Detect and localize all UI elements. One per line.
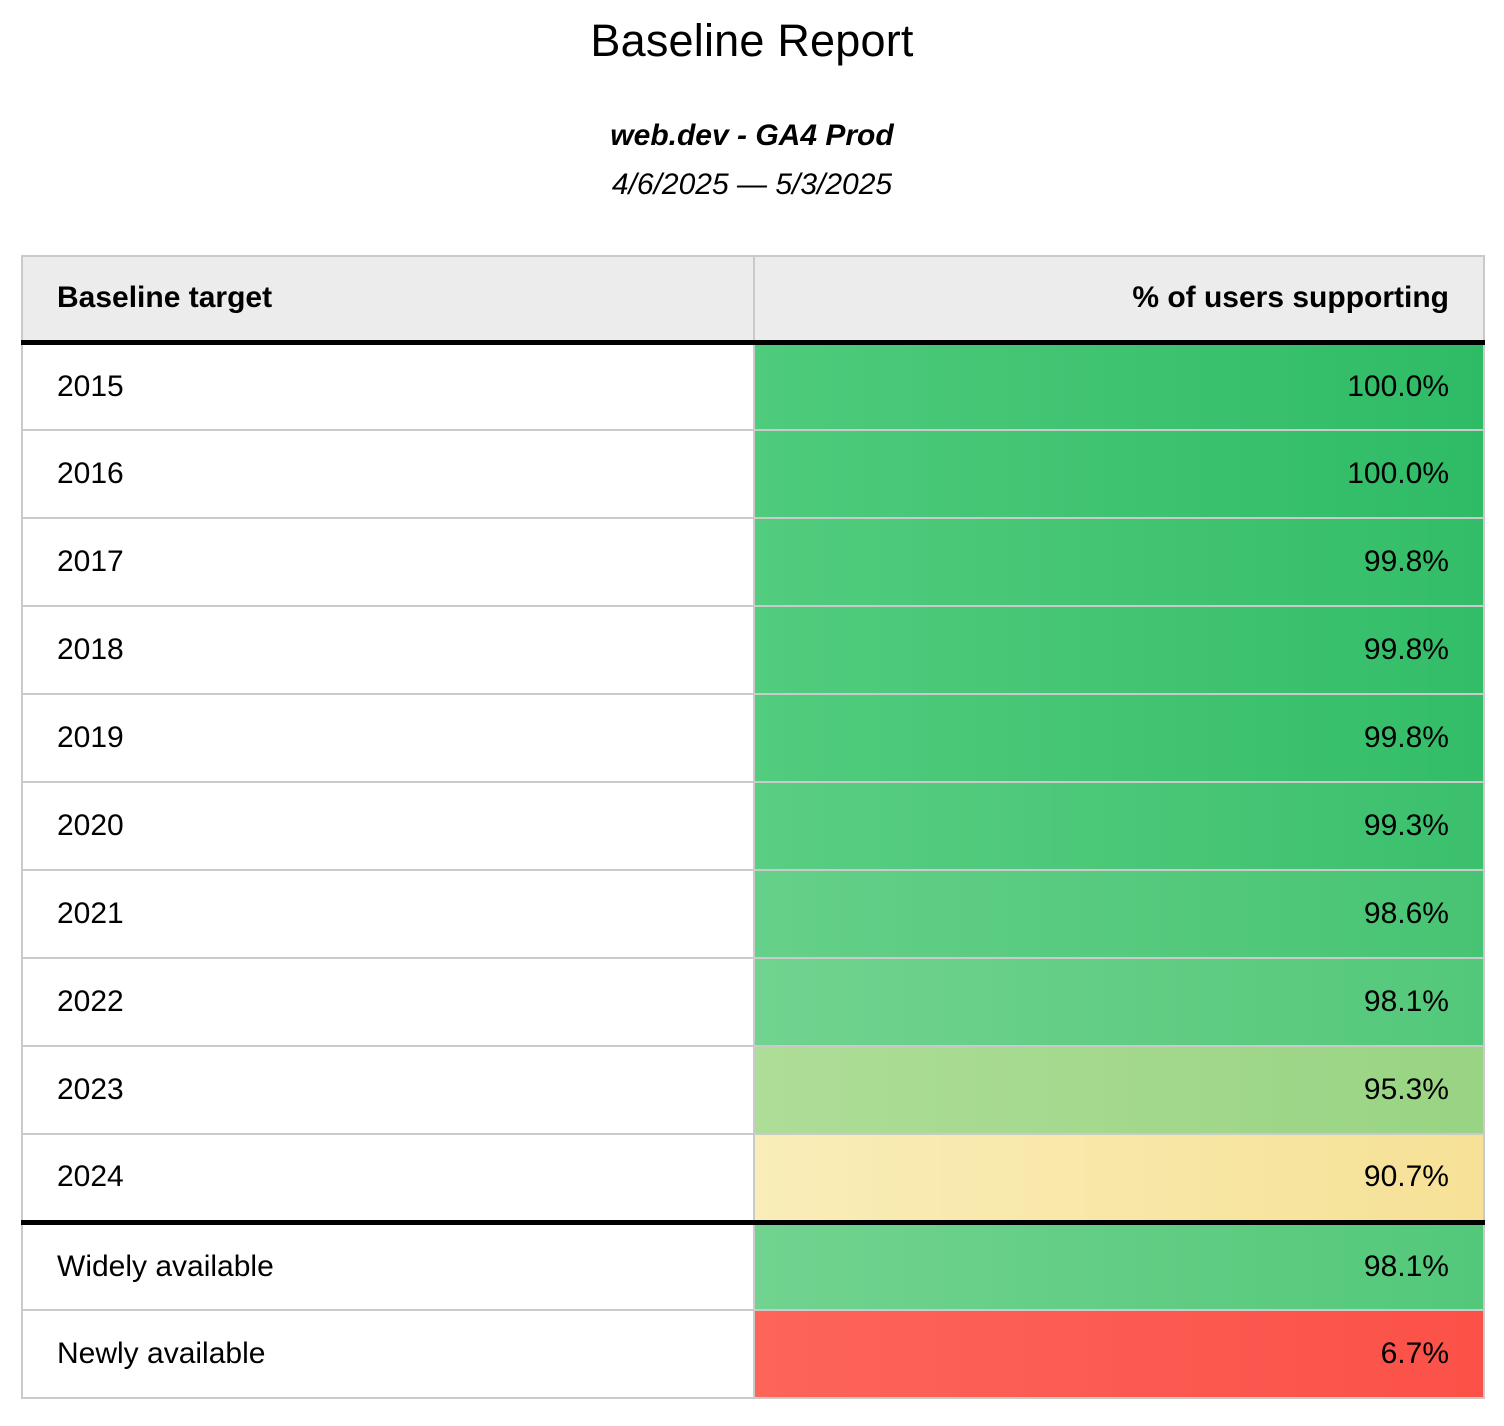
baseline-target-cell: Newly available	[21, 1309, 755, 1399]
baseline-target-cell: 2019	[21, 693, 755, 783]
support-percentage-cell: 99.8%	[753, 605, 1485, 695]
support-percentage-cell: 98.1%	[753, 957, 1485, 1047]
support-percentage-cell: 98.6%	[753, 869, 1485, 959]
table-row: 2023 95.3%	[21, 1045, 1485, 1135]
baseline-target-cell: Widely available	[21, 1221, 755, 1311]
support-percentage-cell: 100.0%	[753, 429, 1485, 519]
report-header: Baseline Report web.dev - GA4 Prod 4/6/2…	[0, 0, 1504, 203]
support-percentage-cell: 6.7%	[753, 1309, 1485, 1399]
support-percentage-cell: 98.1%	[753, 1221, 1485, 1311]
table-row: 2019 99.8%	[21, 693, 1485, 783]
baseline-target-cell: 2016	[21, 429, 755, 519]
table-row: 2016 100.0%	[21, 429, 1485, 519]
table-row: Widely available 98.1%	[21, 1221, 1485, 1311]
table-row: 2021 98.6%	[21, 869, 1485, 959]
support-percentage-cell: 95.3%	[753, 1045, 1485, 1135]
header-row: Baseline target % of users supporting	[21, 255, 1485, 345]
baseline-table: Baseline target % of users supporting 20…	[21, 255, 1485, 1399]
table-row: 2020 99.3%	[21, 781, 1485, 871]
table-row: 2024 90.7%	[21, 1133, 1485, 1225]
support-percentage-cell: 100.0%	[753, 341, 1485, 431]
support-percentage-cell: 99.8%	[753, 517, 1485, 607]
baseline-target-cell: 2015	[21, 341, 755, 431]
page-title: Baseline Report	[590, 15, 914, 66]
baseline-target-cell: 2017	[21, 517, 755, 607]
baseline-target-cell: 2020	[21, 781, 755, 871]
baseline-target-cell: 2021	[21, 869, 755, 959]
table-row: 2022 98.1%	[21, 957, 1485, 1047]
support-percentage-cell: 99.8%	[753, 693, 1485, 783]
column-header-baseline-target: Baseline target	[21, 255, 755, 345]
table-row: 2015 100.0%	[21, 341, 1485, 431]
table-row: 2017 99.8%	[21, 517, 1485, 607]
report-date-range: 4/6/2025 — 5/3/2025	[611, 168, 893, 201]
support-percentage-cell: 99.3%	[753, 781, 1485, 871]
baseline-target-cell: 2023	[21, 1045, 755, 1135]
report-subtitle: web.dev - GA4 Prod	[610, 119, 894, 152]
availability-rows: Widely available 98.1% Newly available 6…	[21, 1221, 1485, 1399]
support-percentage-cell: 90.7%	[753, 1133, 1485, 1225]
baseline-target-cell: 2024	[21, 1133, 755, 1225]
column-header-users-supporting: % of users supporting	[753, 255, 1485, 345]
baseline-target-cell: 2018	[21, 605, 755, 695]
table-row: 2018 99.8%	[21, 605, 1485, 695]
baseline-target-cell: 2022	[21, 957, 755, 1047]
year-rows: 2015 100.0% 2016 100.0% 2017 99.8% 2018 …	[21, 341, 1485, 1225]
table-header: Baseline target % of users supporting	[21, 255, 1485, 345]
table-row: Newly available 6.7%	[21, 1309, 1485, 1399]
